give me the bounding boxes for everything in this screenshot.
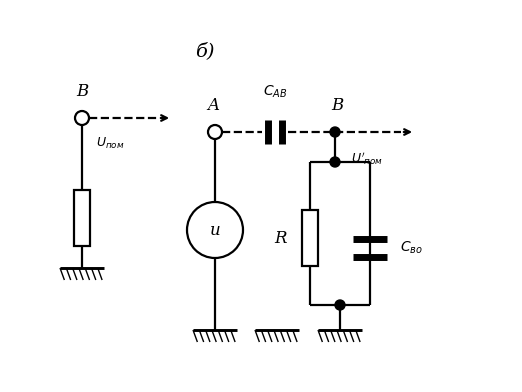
Bar: [302, 210, 318, 266]
Text: $C_{во}$: $C_{во}$: [400, 240, 423, 256]
Text: и: и: [210, 221, 220, 238]
Text: B: B: [76, 83, 88, 100]
Text: $U'_{пом}$: $U'_{пом}$: [351, 150, 383, 167]
Circle shape: [330, 127, 340, 137]
Circle shape: [187, 202, 243, 258]
Circle shape: [75, 111, 89, 125]
Text: б): б): [195, 42, 215, 60]
Circle shape: [208, 125, 222, 139]
Text: B: B: [331, 97, 343, 114]
Text: $U_{пом}$: $U_{пом}$: [96, 136, 124, 151]
Text: R: R: [274, 229, 286, 247]
Circle shape: [330, 157, 340, 167]
Bar: [74, 190, 90, 246]
Text: $C_{АВ}$: $C_{АВ}$: [263, 83, 287, 100]
Circle shape: [335, 300, 345, 310]
Text: A: A: [207, 97, 219, 114]
